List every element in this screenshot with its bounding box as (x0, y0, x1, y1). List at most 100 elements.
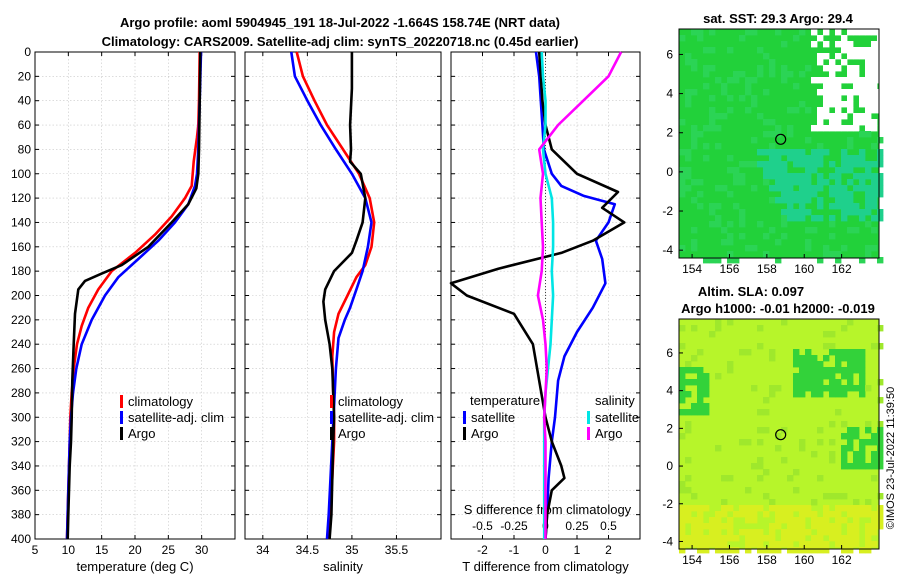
map-cell (691, 517, 698, 524)
map-y-tick-label: 0 (666, 459, 673, 473)
map-cell (811, 523, 818, 530)
map-cell (841, 451, 848, 458)
map-cell (841, 149, 848, 156)
map-cell (847, 77, 854, 84)
map-cell (679, 541, 686, 548)
map-cell (775, 179, 782, 186)
map-cell (769, 149, 776, 156)
map-cell (859, 89, 866, 96)
map-cell (865, 203, 872, 210)
map-cell (769, 59, 776, 66)
map-cell (865, 191, 872, 198)
map-cell (757, 149, 764, 156)
map-cell (679, 179, 686, 186)
map-x-tick-label: 158 (757, 262, 777, 276)
map-cell (847, 179, 854, 186)
map-cell (703, 257, 710, 264)
map-cell (835, 173, 842, 180)
map-cell (679, 167, 686, 174)
map-cell (793, 209, 800, 216)
map-cell (823, 149, 830, 156)
map-cell (865, 89, 872, 96)
map-cell (841, 325, 848, 332)
map-cell (841, 77, 848, 84)
map-cell (781, 77, 788, 84)
map-cell (835, 349, 842, 356)
map-cell (859, 505, 866, 512)
map-cell (817, 155, 824, 162)
map-cell (805, 227, 812, 234)
map-cell (877, 215, 884, 222)
map-cell (733, 77, 740, 84)
map-cell (703, 83, 710, 90)
map-cell (787, 529, 794, 536)
map-cell (751, 185, 758, 192)
map-cell (817, 173, 824, 180)
map-cell (847, 191, 854, 198)
map-cell (679, 245, 686, 252)
map-cell (835, 185, 842, 192)
map-cell (775, 167, 782, 174)
map-cell (697, 409, 704, 416)
map-cell (817, 53, 824, 60)
map-cell (787, 541, 794, 548)
map-cell (823, 113, 830, 120)
map-cell (871, 529, 878, 536)
legend-swatch-argo (330, 427, 333, 440)
map-cell (841, 35, 848, 42)
map-cell (871, 439, 878, 446)
x-tick-label: 35 (345, 543, 359, 557)
map-cell (781, 535, 788, 542)
map-cell (877, 59, 884, 66)
map-cell (679, 373, 686, 380)
map-cell (823, 355, 830, 362)
map-cell (727, 367, 734, 374)
map-cell (715, 143, 722, 150)
map-cell (751, 161, 758, 168)
map-cell (769, 529, 776, 536)
map-cell (709, 523, 716, 530)
x2-tick-label: -0.25 (500, 519, 528, 533)
map-cell (859, 361, 866, 368)
map-cell (775, 131, 782, 138)
map-cell (685, 391, 692, 398)
map-cell (871, 41, 878, 48)
map-cell (745, 245, 752, 252)
map-cell (721, 239, 728, 246)
map-cell (703, 47, 710, 54)
map-cell (763, 233, 770, 240)
map-cell (691, 89, 698, 96)
map-cell (691, 179, 698, 186)
map-cell (763, 167, 770, 174)
map-cell (757, 457, 764, 464)
map-cell (697, 379, 704, 386)
title-line-2: Climatology: CARS2009. Satellite-adj cli… (102, 34, 579, 49)
map-cell (853, 433, 860, 440)
map-cell (703, 125, 710, 132)
map-cell (685, 167, 692, 174)
temperature-panel: 0 20 40 60 80 100 120 140 160 180 200 220 240 260 280 3… (11, 45, 236, 574)
y-tick-label: 180 (11, 264, 31, 278)
map-cell (847, 349, 854, 356)
map-cell (733, 179, 740, 186)
map-cell (757, 221, 764, 228)
map-cell (787, 215, 794, 222)
map-cell (715, 535, 722, 542)
map-cell (763, 53, 770, 60)
map-cell (781, 161, 788, 168)
map-cell (817, 215, 824, 222)
legend-label-temperature-satellite: satellite (471, 410, 515, 425)
map-field (679, 319, 884, 554)
map-cell (721, 89, 728, 96)
map-cell (775, 445, 782, 452)
map-cell (781, 233, 788, 240)
map-cell (877, 89, 884, 96)
map-cell (859, 173, 866, 180)
map-cell (835, 511, 842, 518)
map-cell (829, 343, 836, 350)
map-cell (805, 155, 812, 162)
map-cell (871, 511, 878, 518)
map-cell (703, 547, 710, 554)
map-cell (829, 101, 836, 108)
map-cell (685, 487, 692, 494)
